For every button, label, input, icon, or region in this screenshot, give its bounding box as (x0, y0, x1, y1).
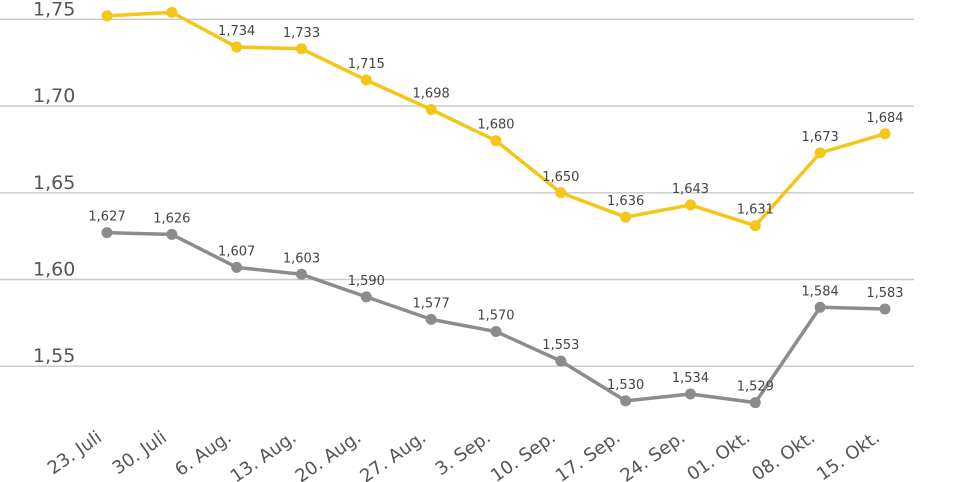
data-label: 1,673 (802, 130, 839, 145)
data-labels: 1,734 1,733 1,715 1,698 1,680 1,650 1,636 1,643… (88, 24, 903, 395)
data-point (620, 395, 632, 407)
data-label: 1,643 (672, 182, 709, 197)
data-label: 1,627 (88, 210, 125, 225)
data-label: 1,534 (672, 371, 709, 386)
data-point (879, 303, 891, 315)
y-axis-tick-labels: 1,75 1,70 1,65 1,60 1,55 (33, 0, 75, 367)
data-point (101, 227, 113, 239)
data-point (360, 74, 372, 86)
data-label: 1,577 (413, 296, 450, 311)
data-point (555, 187, 567, 199)
data-point (295, 43, 307, 55)
data-point (684, 388, 696, 400)
data-point (749, 220, 761, 232)
x-tick-label: 08. Okt. (748, 427, 819, 482)
x-tick-label: 13. Aug. (227, 427, 301, 482)
data-point (425, 313, 437, 325)
data-label: 1,584 (802, 284, 839, 299)
data-label: 1,680 (477, 118, 514, 133)
data-label: 1,715 (348, 57, 385, 72)
data-label: 1,570 (477, 309, 514, 324)
data-label: 1,590 (348, 274, 385, 289)
x-tick-label: 27. Aug. (356, 427, 430, 482)
x-tick-label: 23. Juli (44, 427, 106, 479)
data-point (425, 104, 437, 116)
gridlines (0, 18, 914, 367)
data-label: 1,529 (737, 380, 774, 395)
data-point (814, 301, 826, 313)
x-tick-label: 17. Sep. (552, 427, 625, 482)
data-point (684, 199, 696, 211)
data-point (166, 228, 178, 240)
x-tick-label: 6. Aug. (171, 427, 235, 481)
data-point (231, 261, 243, 273)
data-point (490, 135, 502, 147)
x-tick-label: 24. Sep. (617, 427, 690, 482)
x-axis-tick-labels: 23. Juli 30. Juli 6. Aug.13. Aug.20. Aug.2… (44, 427, 884, 482)
data-point (555, 355, 567, 367)
y-tick-label: 1,60 (33, 258, 75, 280)
data-point (101, 10, 113, 22)
data-point (620, 211, 632, 223)
data-point (814, 147, 826, 159)
data-point (360, 291, 372, 303)
data-point (166, 6, 178, 18)
data-point (749, 397, 761, 409)
data-label: 1,636 (607, 194, 644, 209)
data-point (231, 41, 243, 53)
x-tick-label: 30. Juli (109, 427, 171, 479)
data-point (879, 128, 891, 140)
data-point (490, 326, 502, 338)
data-label: 1,603 (283, 251, 320, 266)
y-tick-label: 1,75 (33, 0, 75, 20)
data-label: 1,530 (607, 378, 644, 393)
data-label: 1,607 (218, 244, 255, 259)
data-label: 1,583 (866, 286, 903, 301)
series-lines (101, 6, 891, 409)
y-tick-label: 1,65 (33, 172, 75, 194)
x-tick-label: 10. Sep. (487, 427, 560, 482)
x-tick-label: 20. Aug. (292, 427, 366, 482)
data-label: 1,734 (218, 24, 255, 39)
data-label: 1,698 (413, 87, 450, 102)
y-tick-label: 1,55 (33, 345, 75, 367)
data-label: 1,650 (542, 170, 579, 185)
data-label: 1,553 (542, 338, 579, 353)
x-tick-label: 15. Okt. (813, 427, 884, 482)
y-tick-label: 1,70 (33, 85, 75, 107)
data-point (295, 268, 307, 280)
data-label: 1,631 (737, 203, 774, 218)
data-label: 1,733 (283, 26, 320, 41)
x-tick-label: 01. Okt. (683, 427, 754, 482)
data-label: 1,626 (153, 211, 190, 226)
x-tick-label: 3. Sep. (432, 427, 495, 480)
data-label: 1,684 (866, 111, 903, 126)
